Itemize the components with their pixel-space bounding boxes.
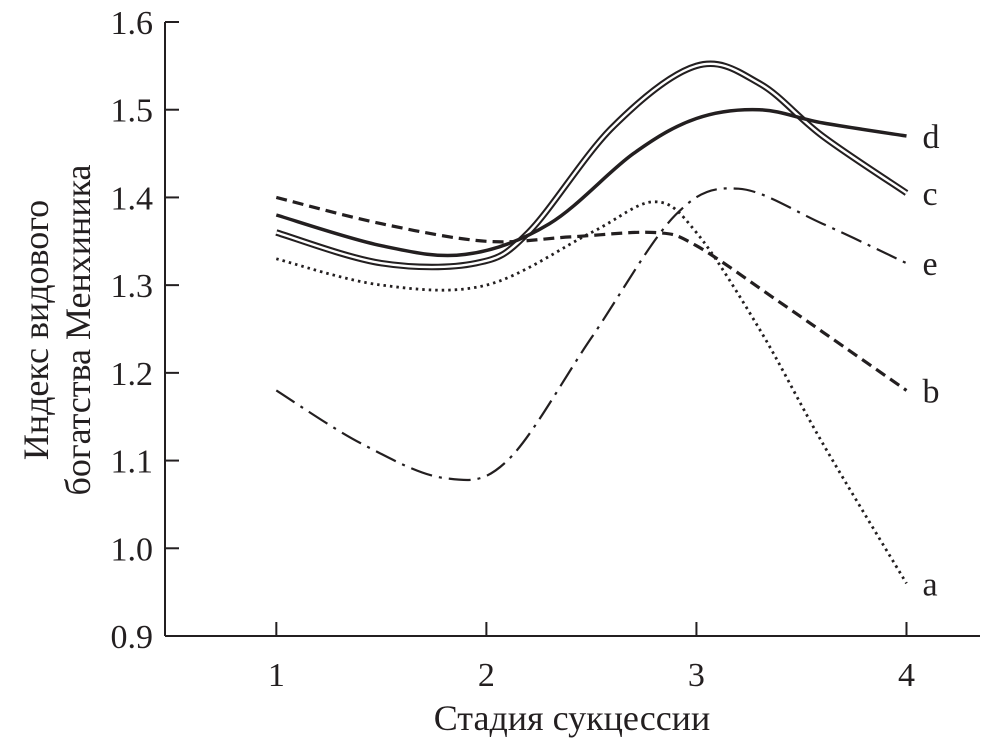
series-label-c: c (922, 176, 937, 213)
series-line-a (275, 200, 908, 585)
y-tick-label: 1.0 (111, 531, 154, 568)
series-line-b (275, 195, 908, 392)
series-line-e (275, 187, 907, 482)
series-line-d (275, 107, 907, 258)
x-tick-label: 1 (268, 657, 285, 694)
series-label-b: b (922, 373, 939, 410)
series-line-c-inner (275, 62, 908, 269)
y-tick-label: 1.6 (111, 5, 154, 42)
y-tick-label: 1.4 (111, 180, 154, 217)
series-lines (275, 60, 909, 585)
y-tick-label: 1.5 (111, 93, 154, 130)
series-label-d: d (922, 119, 939, 156)
y-tick-label: 1.1 (111, 444, 154, 481)
series-label-a: a (922, 566, 937, 603)
y-ticks: 0.9 1.0 1.1 1.2 1.3 1.4 1.5 1.6 (111, 5, 179, 656)
series-labels: a b cd e (922, 119, 939, 603)
y-axis-title-line-2: богатства Менхиника (58, 164, 98, 495)
y-tick-label: 0.9 (111, 619, 154, 656)
y-tick-label: 1.2 (111, 356, 154, 393)
y-axis-title-line-1: Индекс видового (16, 200, 56, 460)
series-label-e: e (922, 246, 937, 283)
y-axis-title: Индекс видового богатства Менхиника (16, 164, 98, 495)
x-tick-label: 3 (688, 657, 705, 694)
x-tick-label: 4 (898, 657, 915, 694)
series-line-c (275, 60, 909, 271)
x-axis-title: Стадия сукцессии (434, 698, 710, 738)
x-ticks: 1 2 3 4 (268, 622, 915, 694)
y-tick-label: 1.3 (111, 268, 154, 305)
x-tick-label: 2 (478, 657, 495, 694)
